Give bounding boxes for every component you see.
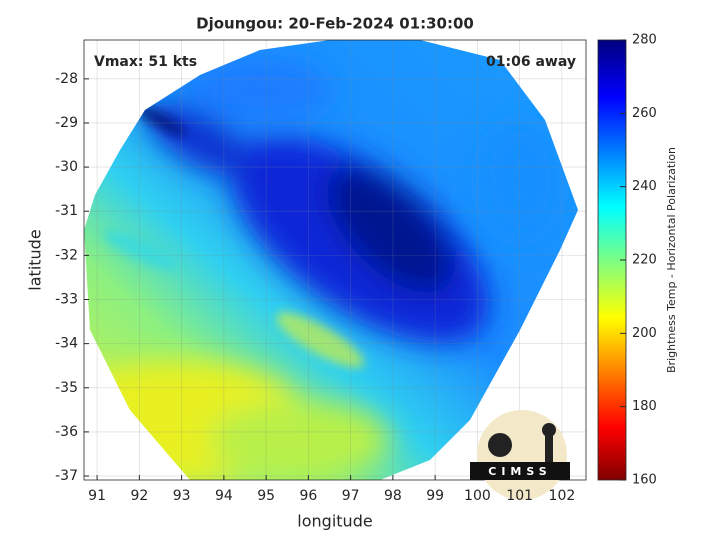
- x-tick-label: 102: [549, 488, 576, 504]
- colorbar-tick-label: 260: [632, 106, 657, 121]
- y-tick-label: -35: [55, 380, 78, 396]
- colorbar-tick-label: 280: [632, 33, 657, 48]
- x-tick-label: 100: [464, 488, 491, 504]
- plot-frame: [83, 39, 587, 481]
- imagery: [84, 40, 578, 480]
- x-tick-label: 99: [426, 488, 444, 504]
- y-axis-label: latitude: [26, 229, 45, 290]
- logo-text: CIMSS: [488, 465, 551, 478]
- colorbar-label: Brightness Temp - Horizontal Polarizatio…: [665, 147, 678, 373]
- colorbar-tick-label: 180: [632, 399, 657, 414]
- x-tick-label: 95: [257, 488, 275, 504]
- x-tick-label: 93: [173, 488, 191, 504]
- y-tick-label: -33: [55, 291, 78, 307]
- x-tick-label: 94: [215, 488, 233, 504]
- x-tick-label: 97: [342, 488, 360, 504]
- y-tick-label: -37: [55, 468, 78, 484]
- y-tick-label: -34: [55, 336, 78, 352]
- y-tick-label: -29: [55, 115, 78, 131]
- colorbar-tick-label: 200: [632, 326, 657, 341]
- y-tick-label: -31: [55, 203, 78, 219]
- y-tick-label: -32: [55, 247, 78, 263]
- title: Djoungou: 20-Feb-2024 01:30:00: [196, 15, 474, 33]
- y-tick-label: -30: [55, 159, 78, 175]
- x-tick-label: 92: [130, 488, 148, 504]
- colorbar-tick-label: 240: [632, 179, 657, 194]
- x-tick-label: 98: [384, 488, 402, 504]
- x-tick-label: 96: [299, 488, 317, 504]
- x-tick-label: 91: [88, 488, 106, 504]
- y-tick-label: -36: [55, 424, 78, 440]
- y-tick-label: -28: [55, 71, 78, 87]
- away-label: 01:06 away: [486, 54, 576, 70]
- colorbar-tick-label: 220: [632, 253, 657, 268]
- x-axis-label: longitude: [297, 512, 372, 531]
- x-tick-label: 101: [506, 488, 533, 504]
- colorbar-tick-label: 160: [632, 473, 657, 488]
- logo: CIMSS: [470, 410, 570, 500]
- vmax-label: Vmax: 51 kts: [94, 54, 197, 70]
